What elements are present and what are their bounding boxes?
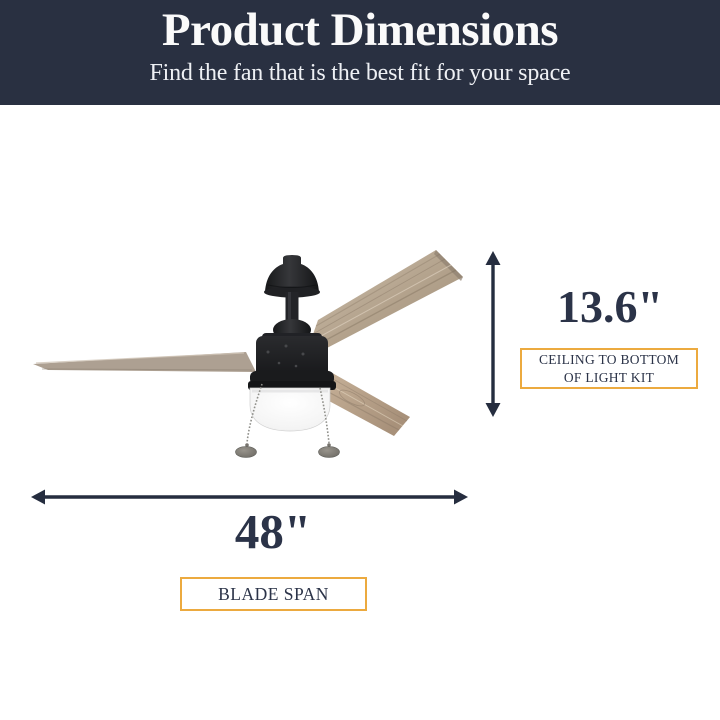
- mount-canopy: [264, 255, 320, 298]
- header-banner: Product Dimensions Find the fan that is …: [0, 0, 720, 105]
- page-title: Product Dimensions: [161, 4, 559, 56]
- downrod: [285, 292, 299, 326]
- height-dimension-arrow: [485, 251, 501, 417]
- width-dimension-value: 48": [234, 504, 312, 559]
- pull-chain-right: [318, 387, 340, 458]
- arrow-left-icon: [31, 489, 45, 505]
- width-dimension-label-box: BLADE SPAN: [180, 577, 367, 611]
- arrow-down-icon: [485, 403, 501, 417]
- blade-left: [33, 352, 256, 372]
- width-dimension-arrow: [31, 489, 468, 505]
- arrow-up-icon: [485, 251, 501, 265]
- height-dimension-label-box: CEILING TO BOTTOM OF LIGHT KIT: [520, 348, 698, 389]
- height-label-line1: CEILING TO BOTTOM: [538, 351, 680, 367]
- arrow-right-icon: [454, 489, 468, 505]
- width-label: BLADE SPAN: [218, 583, 329, 604]
- pull-chain-left: [235, 383, 263, 458]
- blade-upper-right: [304, 250, 463, 360]
- page-subtitle: Find the fan that is the best fit for yo…: [149, 59, 571, 86]
- light-kit: [248, 381, 336, 432]
- height-label-line2: OF LIGHT KIT: [563, 369, 655, 385]
- motor-housing: [250, 319, 334, 385]
- height-dimension-value: 13.6": [556, 281, 664, 332]
